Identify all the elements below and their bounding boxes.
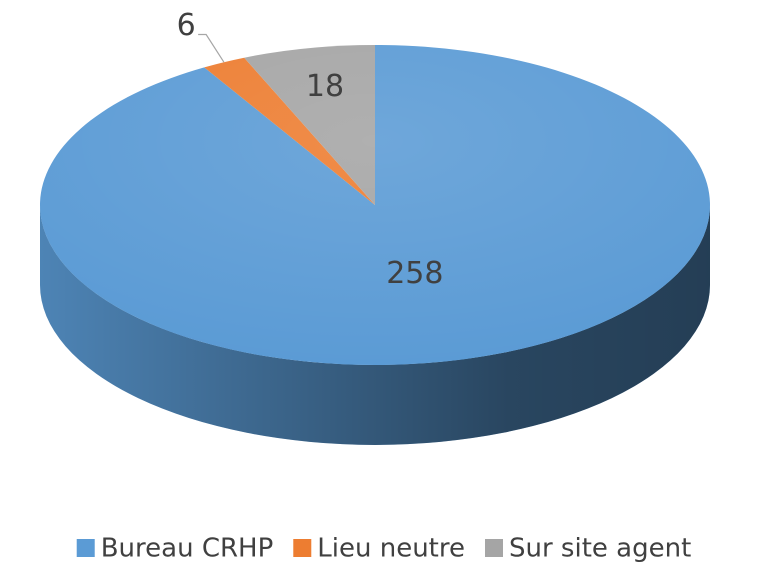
legend-label: Bureau CRHP	[101, 534, 274, 564]
data-label: 6	[177, 8, 196, 43]
data-label: 18	[306, 69, 344, 104]
legend-swatch	[485, 539, 503, 557]
pie-gloss	[40, 45, 710, 365]
legend-label: Lieu neutre	[317, 534, 465, 564]
pie-side-shade	[40, 205, 710, 445]
legend-swatch	[293, 539, 312, 557]
legend-swatch	[76, 539, 95, 557]
legend: Bureau CRHP Lieu neutre Sur site agent	[76, 534, 691, 564]
leader-line	[198, 33, 225, 63]
data-label: 258	[386, 256, 443, 291]
legend-label: Sur site agent	[509, 534, 691, 564]
